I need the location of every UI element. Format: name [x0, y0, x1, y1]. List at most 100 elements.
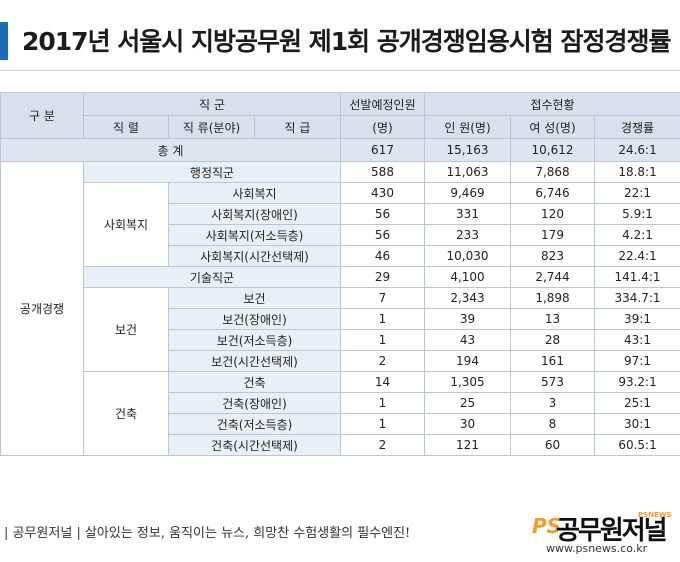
series-cell: 보건: [83, 287, 169, 372]
planned-cell: 1: [340, 413, 425, 435]
table-row: 보건(시간선택제) 2 194 161 97:1: [1, 350, 680, 372]
header-jikgeup: 직 급: [254, 115, 341, 139]
applicants-cell: 194: [424, 350, 511, 372]
female-cell: 179: [510, 224, 595, 246]
female-cell: 8: [510, 413, 595, 435]
ratio-cell: 30:1: [593, 413, 680, 435]
header-jikgun: 직 군: [83, 92, 341, 116]
ratio-cell: 43:1: [593, 329, 680, 351]
footer: | 공무원저널 | 살아있는 정보, 움직이는 뉴스, 희망찬 수험생활의 필수…: [0, 510, 680, 562]
planned-cell: 1: [340, 308, 425, 330]
total-ratio: 24.6:1: [593, 138, 680, 162]
table-row: 건축(시간선택제) 2 121 60 60.5:1: [1, 434, 680, 456]
header-ratio: 경쟁률: [593, 115, 680, 139]
field-cell: 건축(시간선택제): [168, 434, 341, 456]
ratio-cell: 60.5:1: [593, 434, 680, 456]
applicants-cell: 25: [424, 392, 511, 414]
header-seonbal: 선발예정인원: [340, 92, 425, 116]
applicants-cell: 121: [424, 434, 511, 456]
total-label: 총 계: [0, 138, 341, 162]
total-applicants: 15,163: [424, 138, 511, 162]
table-row: 보건 보건 7 2,343 1,898 334.7:1: [1, 287, 680, 372]
field-cell: 행정직군: [83, 161, 341, 183]
planned-cell: 46: [340, 245, 425, 267]
field-cell: 보건(시간선택제): [168, 350, 341, 372]
header-row-1: 구 분 직 군 선발예정인원 접수현황: [0, 92, 680, 139]
field-cell: 사회복지(시간선택제): [168, 245, 341, 267]
header-yeoseong: 여 성(명): [510, 115, 595, 139]
table-row: 건축 건축 14 1,305 573 93.2:1: [1, 371, 680, 456]
applicants-cell: 11,063: [424, 161, 511, 183]
header-jikryeol: 직 렬: [83, 115, 169, 139]
applicants-cell: 331: [424, 203, 511, 225]
planned-cell: 56: [340, 203, 425, 225]
applicants-cell: 4,100: [424, 266, 511, 288]
female-cell: 161: [510, 350, 595, 372]
planned-cell: 56: [340, 224, 425, 246]
field-cell: 건축(저소득층): [168, 413, 341, 435]
planned-cell: 430: [340, 182, 425, 204]
ratio-cell: 334.7:1: [593, 287, 680, 309]
ratio-cell: 93.2:1: [593, 371, 680, 393]
brand-logo-mark: PS: [532, 514, 562, 538]
planned-cell: 14: [340, 371, 425, 393]
applicants-cell: 1,305: [424, 371, 511, 393]
planned-cell: 29: [340, 266, 425, 288]
planned-cell: 2: [340, 350, 425, 372]
field-cell: 사회복지: [168, 182, 341, 204]
applicants-cell: 39: [424, 308, 511, 330]
competition-table: 구 분 직 군 선발예정인원 접수현황 직 렬 직 류(분야) 직 급 (명) …: [0, 92, 680, 456]
ratio-cell: 4.2:1: [593, 224, 680, 246]
female-cell: 573: [510, 371, 595, 393]
female-cell: 3: [510, 392, 595, 414]
female-cell: 60: [510, 434, 595, 456]
total-female: 10,612: [510, 138, 595, 162]
ratio-cell: 22:1: [593, 182, 680, 204]
header-seonbal-unit: (명): [340, 115, 425, 139]
title-bar: 2017년 서울시 지방공무원 제1회 공개경쟁임용시험 잠정경쟁률: [0, 0, 680, 71]
table-row: 기술직군 29 4,100 2,744 141.4:1: [1, 266, 680, 288]
table-row: 사회복지 사회복지 430 9,469 6,746 22:1: [1, 182, 680, 267]
table-row: 공개경쟁 행정직군 588 11,063 7,868 18.8:1: [0, 161, 680, 456]
ratio-cell: 39:1: [593, 308, 680, 330]
ratio-cell: 97:1: [593, 350, 680, 372]
field-cell: 사회복지(저소득층): [168, 224, 341, 246]
field-cell: 사회복지(장애인): [168, 203, 341, 225]
brand-url[interactable]: www.psnews.co.kr: [546, 542, 648, 555]
planned-cell: 1: [340, 329, 425, 351]
ratio-cell: 141.4:1: [593, 266, 680, 288]
applicants-cell: 10,030: [424, 245, 511, 267]
footer-slogan: | 공무원저널 | 살아있는 정보, 움직이는 뉴스, 희망찬 수험생활의 필수…: [4, 526, 411, 541]
header-inwon: 인 원(명): [424, 115, 511, 139]
competition-table-wrapper: 구 분 직 군 선발예정인원 접수현황 직 렬 직 류(분야) 직 급 (명) …: [0, 92, 680, 456]
total-planned: 617: [340, 138, 425, 162]
ratio-cell: 22.4:1: [593, 245, 680, 267]
female-cell: 13: [510, 308, 595, 330]
applicants-cell: 2,343: [424, 287, 511, 309]
field-cell: 보건(저소득층): [168, 329, 341, 351]
table-row: 보건(저소득층) 1 43 28 43:1: [1, 329, 680, 351]
table-row: 사회복지(장애인) 56 331 120 5.9:1: [1, 203, 680, 225]
group-label: 공개경쟁: [0, 161, 84, 456]
brand-logo-tag: PSNEWS: [638, 511, 672, 519]
planned-cell: 588: [340, 161, 425, 183]
field-cell: 건축: [168, 371, 341, 393]
header-row-2: 직 렬 직 류(분야) 직 급 (명) 인 원(명) 여 성(명) 경쟁률: [1, 115, 680, 139]
total-row: 총 계 617 15,163 10,612 24.6:1: [0, 138, 680, 162]
field-cell: 보건: [168, 287, 341, 309]
title-accent-bar: [0, 22, 8, 60]
planned-cell: 7: [340, 287, 425, 309]
header-jikryu: 직 류(분야): [168, 115, 255, 139]
planned-cell: 2: [340, 434, 425, 456]
ratio-cell: 18.8:1: [593, 161, 680, 183]
header-gubun: 구 분: [0, 92, 84, 139]
female-cell: 1,898: [510, 287, 595, 309]
series-cell: 사회복지: [83, 182, 169, 267]
field-cell: 건축(장애인): [168, 392, 341, 414]
female-cell: 6,746: [510, 182, 595, 204]
brand-logo-name: 공무원저널: [556, 516, 668, 546]
applicants-cell: 30: [424, 413, 511, 435]
page-title: 2017년 서울시 지방공무원 제1회 공개경쟁임용시험 잠정경쟁률: [22, 27, 671, 56]
series-cell: 건축: [83, 371, 169, 456]
planned-cell: 1: [340, 392, 425, 414]
